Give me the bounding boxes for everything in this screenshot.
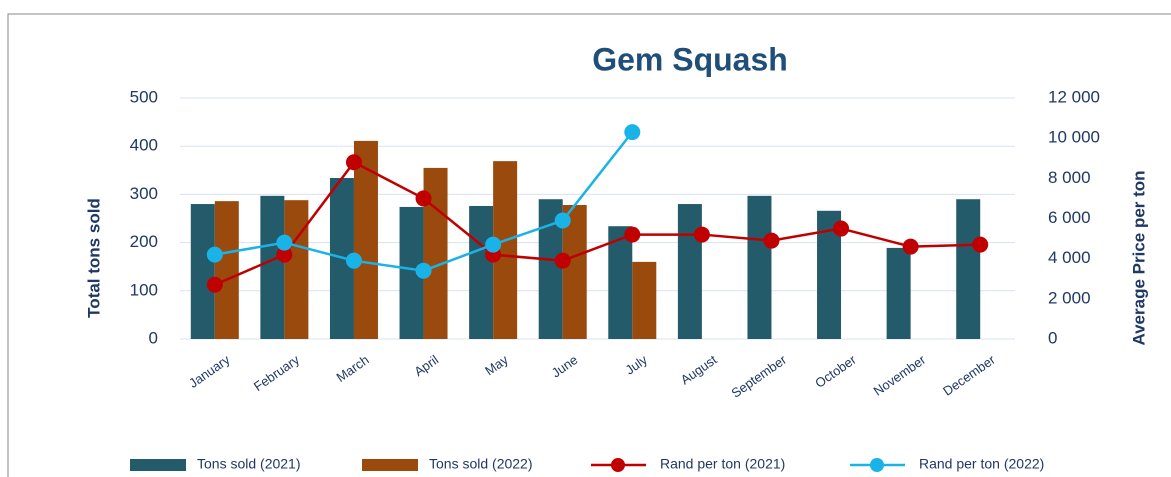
bar: [747, 195, 772, 339]
chart-title: Gem Squash: [592, 41, 788, 77]
x-tick-label: December: [940, 352, 998, 399]
y2-tick-label: 2 000: [1048, 288, 1091, 307]
legend-swatch: [130, 459, 186, 471]
y2-tick-label: 4 000: [1048, 248, 1091, 267]
bar: [353, 140, 378, 339]
y2-tick-label: 12 000: [1048, 87, 1100, 106]
y2-tick-label: 0: [1048, 328, 1057, 347]
x-tick-label: April: [411, 352, 441, 379]
x-tick-label: June: [549, 352, 581, 380]
marker: [276, 246, 293, 263]
y-tick-label: 500: [130, 87, 158, 106]
x-tick-label: February: [251, 352, 303, 394]
marker: [345, 154, 362, 171]
legend-label: Tons sold (2022): [429, 456, 533, 472]
marker: [206, 276, 223, 293]
marker: [763, 232, 780, 249]
y2-axis-label: Average Price per ton: [1129, 170, 1148, 345]
bar: [956, 199, 981, 339]
x-tick-label: October: [812, 352, 859, 391]
legend-label: Tons sold (2021): [197, 456, 301, 472]
y-tick-label: 100: [130, 280, 158, 299]
marker: [276, 234, 293, 251]
frame: [7, 13, 1171, 477]
bar: [260, 195, 285, 339]
bar: [190, 204, 215, 339]
marker: [554, 252, 571, 269]
y-tick-label: 200: [130, 232, 158, 251]
x-tick-label: August: [678, 352, 720, 388]
marker: [415, 190, 432, 207]
legend-marker: [870, 458, 884, 472]
marker: [833, 220, 850, 237]
bar: [677, 204, 702, 339]
y2-tick-label: 6 000: [1048, 208, 1091, 227]
marker: [206, 246, 223, 263]
x-tick-label: November: [871, 352, 929, 399]
y-tick-label: 0: [149, 328, 158, 347]
bar: [284, 200, 309, 339]
marker: [624, 124, 641, 141]
marker: [415, 262, 432, 279]
bar: [469, 205, 494, 339]
marker: [485, 236, 502, 253]
bar: [608, 226, 633, 339]
bar: [214, 201, 239, 339]
x-tick-label: May: [482, 352, 511, 379]
legend-label: Rand per ton (2021): [660, 456, 785, 472]
marker: [972, 236, 989, 253]
marker: [902, 238, 919, 255]
marker: [554, 212, 571, 229]
marker: [693, 226, 710, 243]
bar: [886, 247, 911, 339]
marker: [345, 252, 362, 269]
bar: [632, 261, 657, 339]
line: [214, 160, 981, 286]
legend-marker: [611, 458, 625, 472]
y-tick-label: 400: [130, 136, 158, 155]
y-axis-label: Total tons sold: [84, 198, 103, 318]
y2-tick-label: 10 000: [1048, 128, 1100, 147]
y2-tick-label: 8 000: [1048, 168, 1091, 187]
marker: [624, 226, 641, 243]
legend-label: Rand per ton (2022): [919, 456, 1044, 472]
x-tick-label: January: [186, 352, 233, 391]
x-tick-label: March: [333, 352, 371, 385]
x-tick-label: September: [728, 352, 789, 401]
y-tick-label: 300: [130, 184, 158, 203]
x-tick-label: July: [622, 352, 650, 378]
legend-swatch: [362, 459, 418, 471]
